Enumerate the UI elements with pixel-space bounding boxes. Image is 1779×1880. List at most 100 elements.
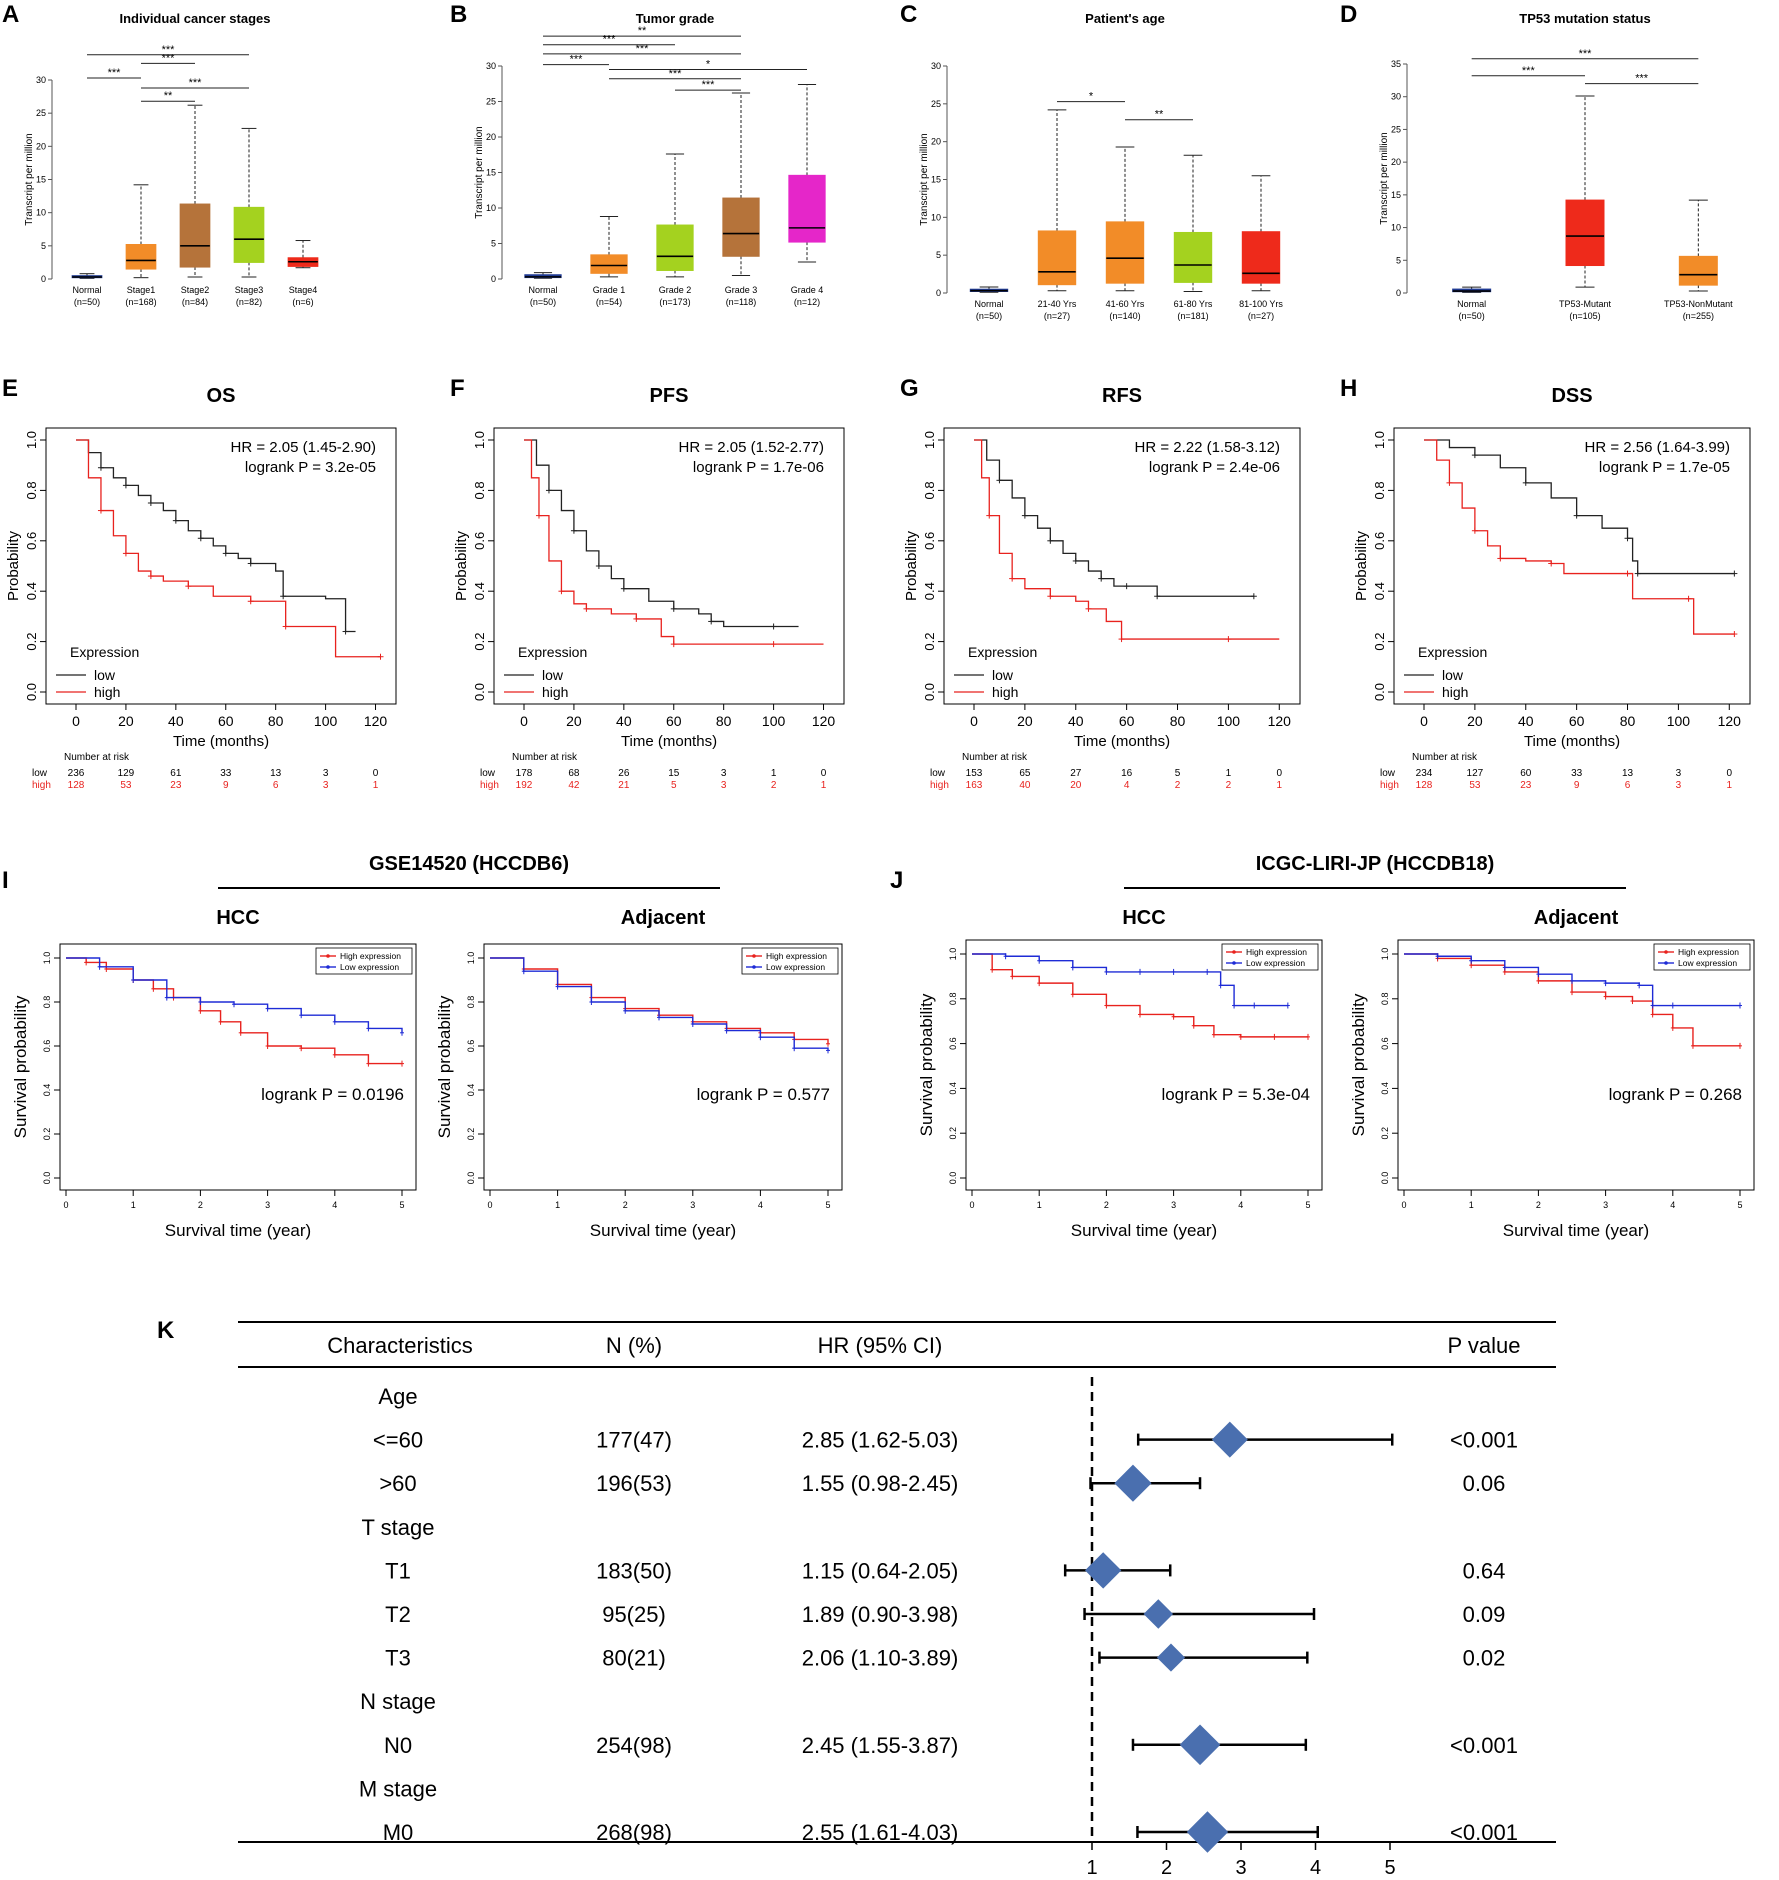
chart-title: Adjacent: [1534, 907, 1619, 929]
y-tick-label: 0.0: [922, 683, 937, 701]
panel-letter-K: K: [157, 1317, 175, 1344]
significance-label: ***: [570, 54, 584, 66]
x-tick-label: 100: [1667, 713, 1691, 729]
category-label: Stage2: [181, 285, 210, 295]
forest-hr-text: 2.85 (1.62-5.03): [802, 1428, 959, 1453]
forest-n-value: 183(50): [596, 1558, 672, 1583]
risk-row-label-low: low: [480, 768, 496, 779]
y-tick-label: 1.0: [466, 952, 476, 965]
table-header: N (%): [606, 1333, 662, 1358]
box-Grade 3: [722, 197, 760, 257]
chart-title: HCC: [1122, 907, 1165, 929]
category-label: Normal: [1457, 299, 1486, 309]
y-tick-label: 30: [36, 75, 46, 85]
significance-label: **: [638, 25, 647, 37]
y-axis-label: Probability: [1353, 530, 1370, 601]
panel-letter-I: I: [2, 867, 9, 894]
risk-low-value: 0: [1276, 768, 1282, 779]
y-tick-label: 0: [936, 288, 941, 298]
panel-letter-H: H: [1340, 375, 1357, 402]
legend-label: Low expression: [1678, 958, 1737, 968]
x-tick-label: 0: [970, 713, 978, 729]
n-label: (n=84): [182, 297, 208, 307]
significance-label: ***: [1522, 65, 1536, 77]
plot-frame: [965, 939, 1323, 1191]
x-tick-label: 4: [758, 1200, 763, 1210]
category-label: TP53-Mutant: [1559, 299, 1612, 309]
box-21-40 Yrs: [1037, 230, 1077, 286]
n-label: (n=27): [1044, 311, 1070, 321]
y-tick-label: 0.6: [922, 532, 937, 550]
y-tick-label: 30: [486, 61, 496, 71]
p-text: logrank P = 2.4e-06: [1149, 459, 1280, 476]
legend-label: Low expression: [766, 962, 825, 972]
x-tick-label: 3: [1235, 1857, 1246, 1879]
boxplot-panel-D: TP53 mutation status Transcript per milli…: [1379, 11, 1733, 321]
n-label: (n=12): [794, 297, 820, 307]
risk-row-label-high: high: [480, 780, 499, 791]
forest-n-value: 177(47): [596, 1428, 672, 1453]
y-axis-label: Transcript per million: [474, 126, 485, 218]
y-tick-label: 20: [1391, 157, 1401, 167]
y-axis-label: Survival probability: [435, 995, 454, 1138]
boxplot-panel-B: Tumor grade Transcript per million 0 5 10 15 2…: [474, 11, 826, 307]
y-tick-label: 0.4: [948, 1082, 958, 1095]
y-tick-label: 0.2: [472, 633, 487, 651]
y-tick-label: 0.4: [24, 582, 39, 600]
risk-low-value: 0: [373, 768, 379, 779]
x-tick-label: 20: [118, 713, 134, 729]
n-label: (n=118): [726, 297, 757, 307]
y-tick-label: 0.8: [948, 993, 958, 1006]
category-label: Grade 1: [593, 285, 626, 295]
km-panel-J-HCC: HCC logrank P = 5.3e-04 Survival probabili…: [917, 907, 1323, 1240]
forest-group-label: Age: [378, 1384, 417, 1409]
chart-title: Individual cancer stages: [119, 11, 270, 26]
km-panel-I-Adjacent: Adjacent logrank P = 0.577 Survival probab…: [435, 907, 843, 1240]
risk-high-value: 23: [170, 780, 182, 791]
x-tick-label: 4: [332, 1200, 337, 1210]
legend-title: Expression: [1418, 644, 1487, 660]
category-label: Normal: [528, 285, 557, 295]
significance-label: ***: [189, 77, 203, 89]
significance-label: ***: [1579, 48, 1593, 60]
x-tick-label: 0: [1401, 1200, 1406, 1210]
x-tick-label: 0: [72, 713, 80, 729]
legend-marker: [752, 965, 756, 969]
y-tick-label: 0.6: [472, 532, 487, 550]
x-tick-label: 0: [63, 1200, 68, 1210]
risk-row-label-high: high: [930, 780, 949, 791]
x-tick-label: 4: [1310, 1857, 1321, 1879]
survival-curve-Low expression: [1404, 953, 1740, 1007]
risk-low-value: 13: [270, 768, 282, 779]
significance-label: *: [706, 59, 711, 71]
x-tick-label: 100: [1217, 713, 1241, 729]
hr-text: HR = 2.22 (1.58-3.12): [1135, 439, 1281, 456]
legend-label: High expression: [1246, 947, 1307, 957]
chart-title: RFS: [1102, 385, 1142, 407]
panel-letter-E: E: [2, 375, 18, 402]
y-tick-label: 0.4: [472, 582, 487, 600]
n-label: (n=140): [1109, 311, 1140, 321]
y-tick-label: 0.8: [24, 481, 39, 499]
y-tick-label: 15: [931, 175, 941, 185]
x-tick-label: 120: [1718, 713, 1742, 729]
risk-high-value: 128: [68, 780, 85, 791]
x-tick-label: 120: [364, 713, 388, 729]
n-label: (n=105): [1569, 311, 1600, 321]
panel-letter-A: A: [2, 1, 19, 28]
y-tick-label: 0.2: [1380, 1127, 1390, 1140]
legend-box: [741, 947, 839, 975]
panel-letter-B: B: [450, 1, 467, 28]
y-tick-label: 1.0: [42, 952, 52, 965]
km-panel-E: OS HR = 2.05 (1.45-2.90) logrank P = 3.2e-…: [5, 385, 397, 791]
legend-label-high: high: [1442, 684, 1468, 700]
forest-row-label: T3: [385, 1646, 411, 1671]
y-tick-label: 0.4: [1372, 582, 1387, 600]
hr-marker: [1114, 1464, 1152, 1502]
panel-letter-C: C: [900, 1, 917, 28]
x-tick-label: 5: [399, 1200, 404, 1210]
risk-low-value: 236: [68, 768, 85, 779]
y-tick-label: 0.2: [922, 633, 937, 651]
box-41-60 Yrs: [1105, 221, 1145, 284]
x-axis-label: Time (months): [173, 733, 269, 750]
